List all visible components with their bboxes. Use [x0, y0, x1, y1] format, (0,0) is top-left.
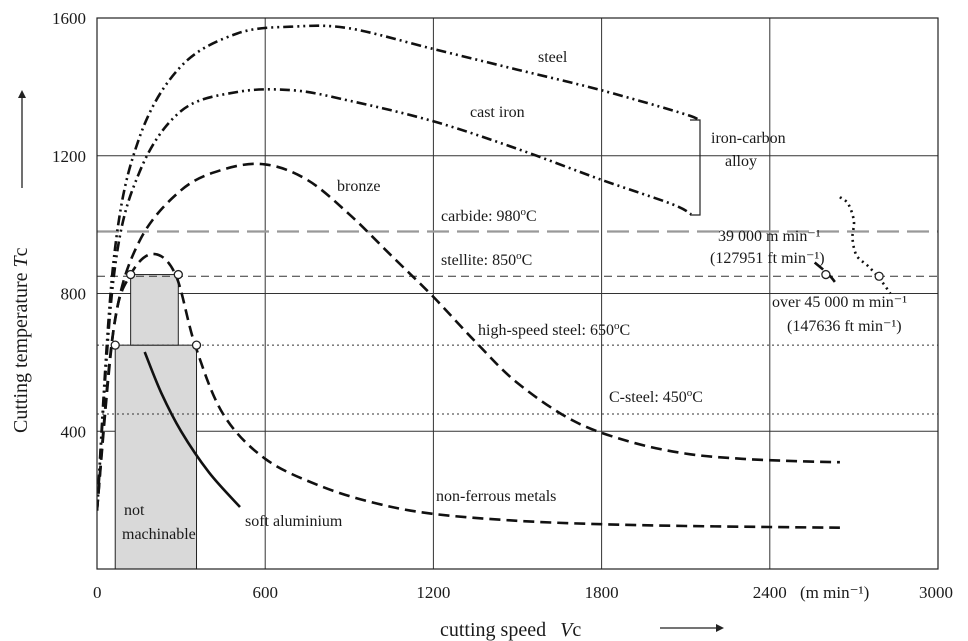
label-soft-aluminium: soft aluminium: [245, 513, 343, 530]
label-iron-carbon: iron-carbon: [711, 130, 786, 147]
x-tick-label: 1800: [585, 583, 619, 602]
markers: [110, 269, 884, 350]
open-marker: [821, 269, 831, 280]
iron-carbon-bracket: [690, 119, 701, 216]
x-tick-label: 3000: [919, 583, 953, 602]
open-marker: [874, 271, 884, 281]
reference-line-label: high-speed steel: 650oC: [478, 320, 630, 339]
reference-lines: [97, 230, 938, 415]
open-marker: [191, 340, 202, 350]
open-marker: [173, 269, 183, 280]
x-tick-label: 1200: [416, 583, 450, 602]
x-tick-label: 600: [252, 583, 278, 602]
label-speed-45000: over 45 000 m min⁻¹: [772, 294, 907, 311]
series-line: [143, 351, 241, 508]
reference-line-label: C-steel: 450oC: [609, 387, 703, 406]
label-speed-39000: 39 000 m min⁻¹: [718, 228, 821, 245]
shaded-region: [130, 274, 179, 346]
label-steel: steel: [538, 49, 568, 66]
y-tick-label: 400: [61, 422, 87, 441]
reference-line-label: stellite: 850oC: [441, 250, 532, 269]
y-axis-title: Cutting temperature Tc: [10, 247, 32, 433]
y-tick-label: 1600: [52, 9, 86, 28]
annotations: steel cast iron bronze iron-carbon alloy non-…: [122, 49, 907, 543]
y-tick-label: 1200: [52, 147, 86, 166]
plot-frame: [96, 17, 939, 570]
open-marker: [125, 269, 136, 280]
label-speed-39000-ft: (127951 ft min⁻¹): [710, 250, 825, 267]
y-tick-label: 800: [61, 285, 87, 304]
label-bronze: bronze: [337, 178, 381, 195]
not-machinable-region: [114, 274, 198, 570]
x-tick-label: 2400: [753, 583, 787, 602]
series-line: [97, 162, 840, 511]
grid: [97, 18, 938, 569]
y-axis-arrow: [18, 90, 26, 188]
open-marker: [110, 340, 120, 350]
x-axis-arrow: [660, 624, 724, 632]
x-tick-label: 0: [93, 583, 102, 602]
series-line: [97, 24, 701, 511]
label-cast-iron: cast iron: [470, 104, 525, 121]
label-speed-45000-ft: (147636 ft min⁻¹): [787, 318, 902, 335]
label-non-ferrous: non-ferrous metals: [436, 488, 556, 505]
x-axis-title: cutting speed Vc: [440, 619, 581, 641]
label-alloy: alloy: [725, 153, 757, 170]
x-unit-label: (m min⁻¹): [800, 583, 869, 602]
label-machinable: machinable: [122, 526, 196, 543]
series-line: [97, 88, 692, 511]
label-not: not: [124, 502, 145, 519]
series-line: [97, 252, 840, 529]
reference-line-label: carbide: 980oC: [441, 206, 537, 225]
series-line: [839, 196, 892, 295]
tick-labels: 0 600 1200 1800 2400 3000 400 800 1200 1600: [52, 9, 953, 602]
